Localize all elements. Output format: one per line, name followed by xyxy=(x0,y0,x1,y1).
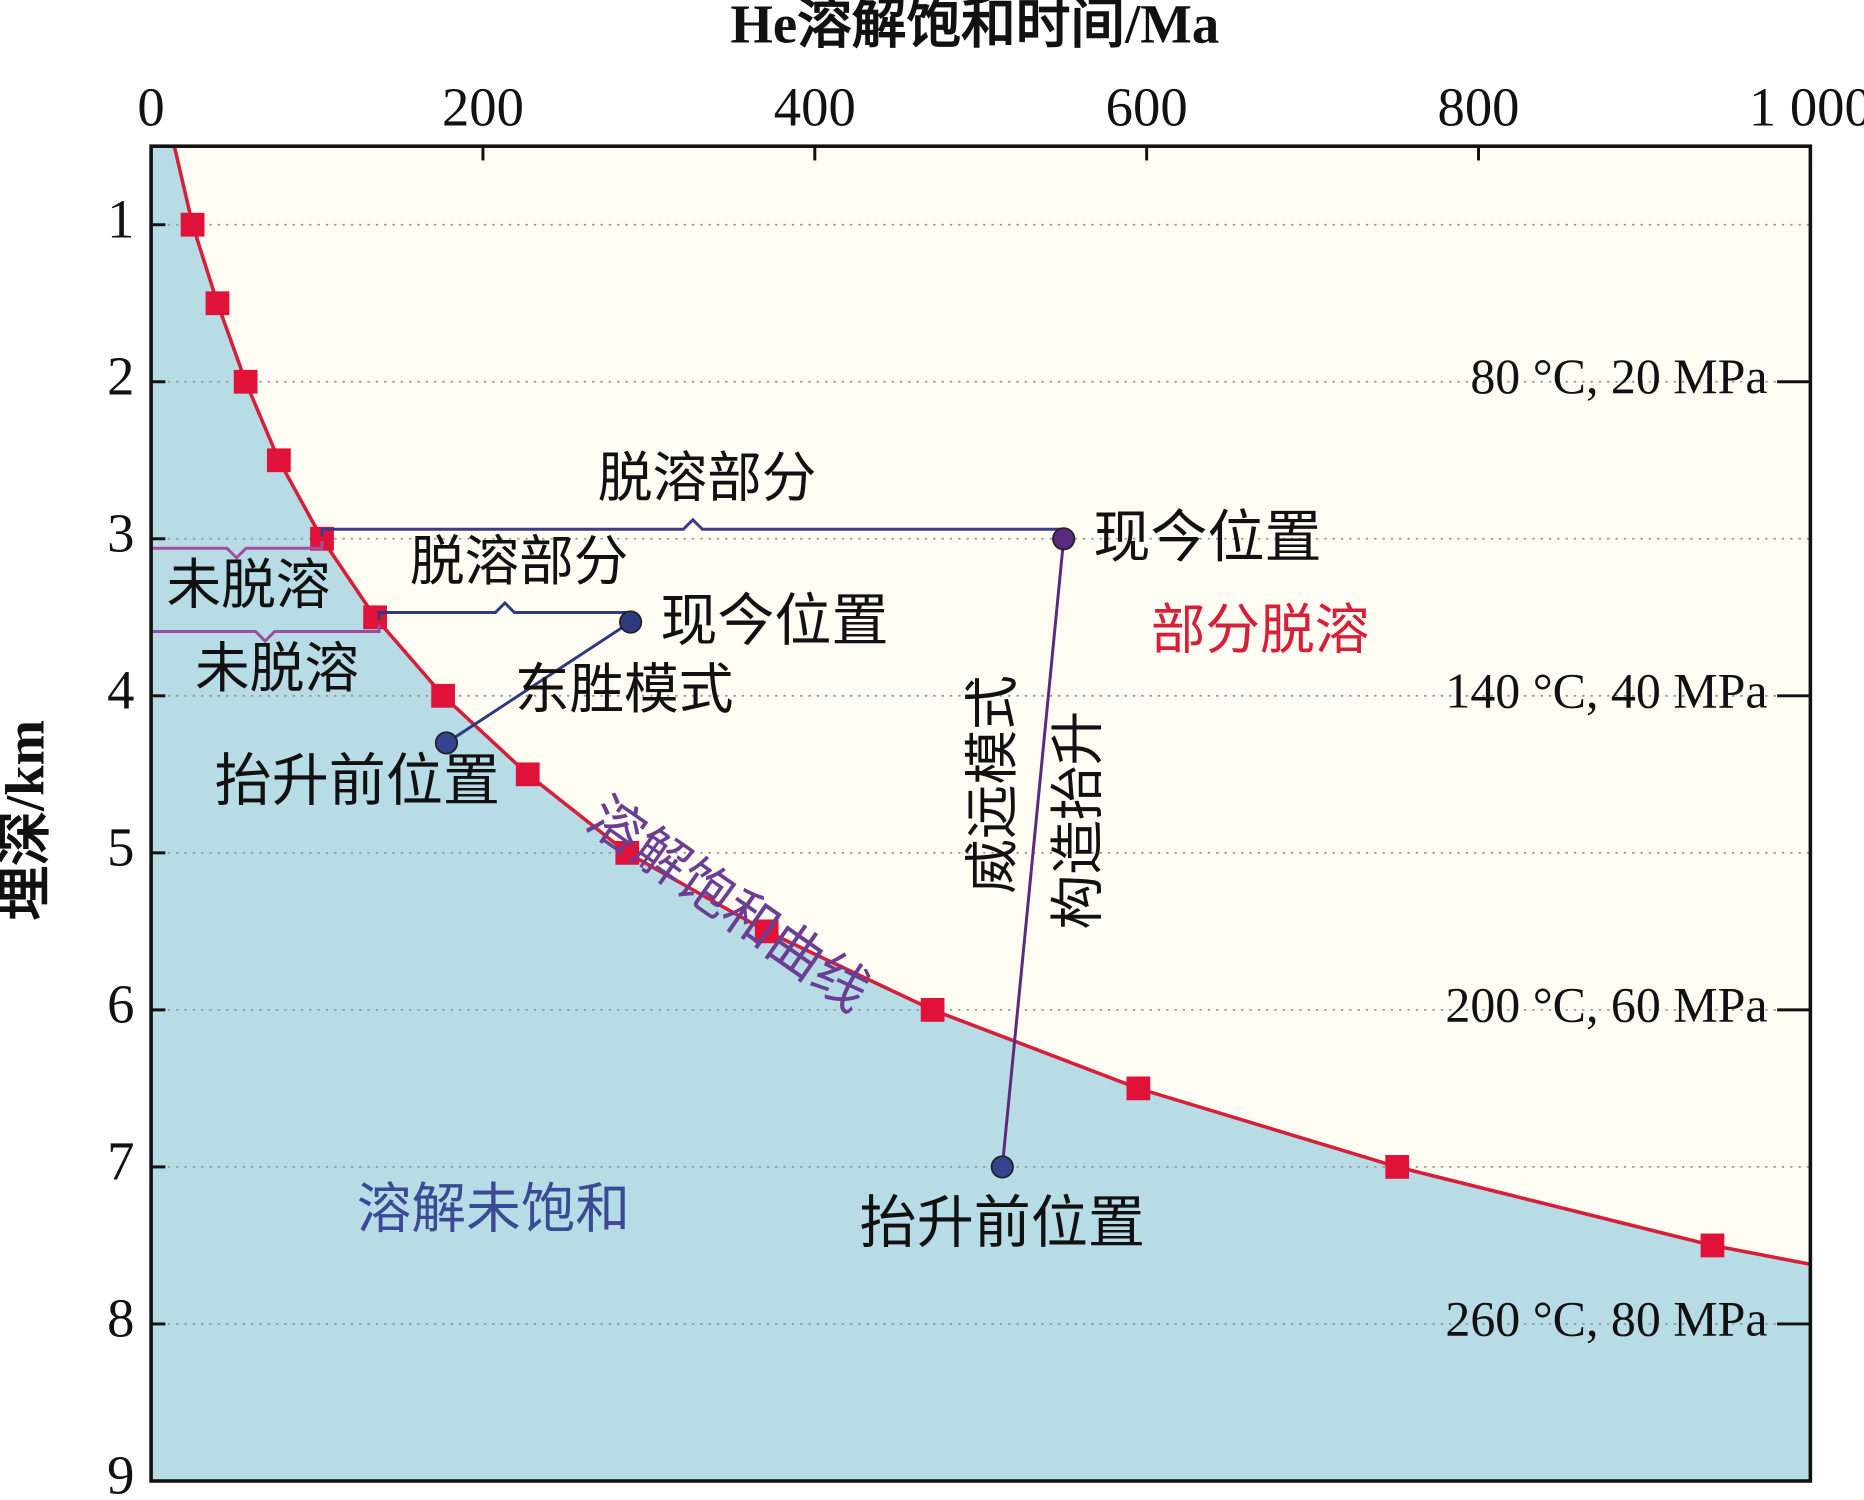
curve-point xyxy=(1126,1076,1151,1101)
curve-point xyxy=(754,919,779,944)
y-tick-label: 1 xyxy=(107,188,134,249)
curve-point xyxy=(615,840,640,865)
curve-point xyxy=(515,762,540,787)
uplift-path xyxy=(445,620,632,745)
y2-tick-label: 260 °C, 80 MPa xyxy=(1445,1291,1767,1346)
curve-point xyxy=(920,997,945,1022)
y-tick-label: 3 xyxy=(107,502,134,563)
y-tick-label: 5 xyxy=(107,816,134,877)
saturation-curve xyxy=(172,145,1811,1267)
uplift-label: 构造抬升 xyxy=(1048,711,1109,930)
pre-uplift-position xyxy=(990,1155,1014,1179)
y-tick-label: 4 xyxy=(107,659,134,720)
region-label: 部分脱溶 xyxy=(1151,599,1370,660)
present-position xyxy=(1052,527,1076,551)
uplift-path xyxy=(1000,538,1066,1168)
present-label: 现今位置 xyxy=(660,590,888,653)
pre-uplift-label: 抬升前位置 xyxy=(215,750,500,813)
y2-tick-label: 140 °C, 40 MPa xyxy=(1445,663,1767,718)
model-name: 威远模式 xyxy=(962,675,1023,894)
region-label: 溶解未饱和 xyxy=(357,1178,630,1239)
y-tick-label: 2 xyxy=(107,345,134,406)
undegassed-label: 未脱溶 xyxy=(195,638,359,699)
y2-tick-label: 200 °C, 60 MPa xyxy=(1445,977,1767,1032)
curve-point xyxy=(180,212,205,237)
curve-point xyxy=(205,291,230,316)
x-tick-label: 0 xyxy=(137,76,164,137)
pre-uplift-label: 抬升前位置 xyxy=(860,1192,1145,1255)
y-axis-title: 埋深/km xyxy=(0,720,56,920)
present-position xyxy=(619,610,643,634)
present-label: 现今位置 xyxy=(1093,507,1321,570)
unsaturated-area xyxy=(151,146,1811,1481)
x-tick-label: 800 xyxy=(1438,76,1520,137)
x-tick-label: 400 xyxy=(774,76,856,137)
degassed-label: 脱溶部分 xyxy=(410,531,629,592)
x-tick-label: 200 xyxy=(442,76,524,137)
y-tick-label: 6 xyxy=(107,973,134,1034)
x-tick-label: 600 xyxy=(1106,76,1188,137)
curve-point xyxy=(266,448,291,473)
plot-frame xyxy=(149,144,1813,1483)
x-tick-label: 1 000 xyxy=(1749,76,1864,137)
y-tick-label: 9 xyxy=(107,1445,134,1500)
curve-point xyxy=(1385,1155,1410,1179)
degassed-label: 脱溶部分 xyxy=(598,448,817,509)
y-tick-label: 8 xyxy=(107,1287,134,1348)
model-name: 东胜模式 xyxy=(515,659,734,720)
undegassed-label: 未脱溶 xyxy=(166,555,330,616)
pre-uplift-position xyxy=(434,731,459,755)
curve-point xyxy=(1700,1233,1725,1258)
y-tick-label: 7 xyxy=(107,1130,134,1191)
y2-tick-label: 80 °C, 20 MPa xyxy=(1470,349,1767,404)
curve-point xyxy=(310,526,334,551)
curve-point xyxy=(233,369,258,394)
curve-point xyxy=(363,605,387,630)
chart-title: He溶解饱和时间/Ma xyxy=(730,0,1219,54)
curve-point xyxy=(431,683,456,708)
